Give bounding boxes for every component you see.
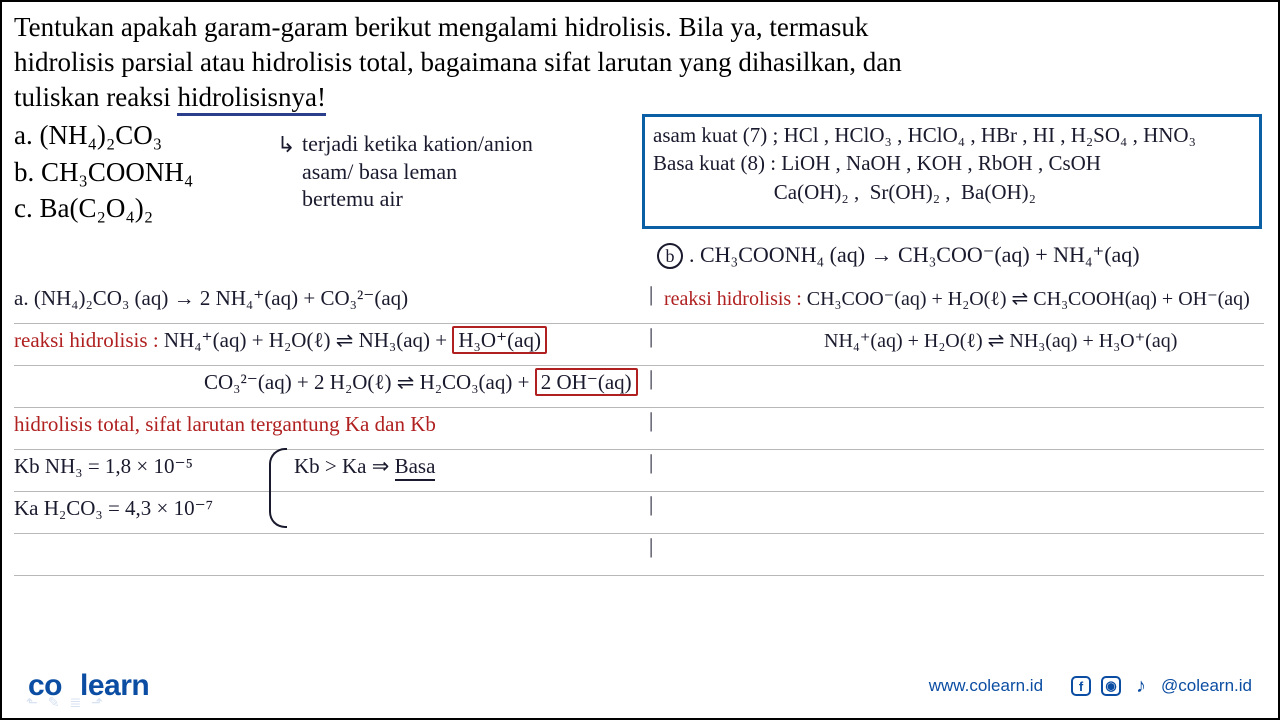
facebook-icon[interactable]: f: [1071, 676, 1091, 696]
divider-tick: |: [649, 366, 653, 391]
left-rh-2: CO₃²⁻(aq) + 2 H₂O(ℓ) ⇌ H₂CO₃(aq) + 2 OH⁻…: [204, 370, 638, 395]
left-rh2-a: CO₃²⁻(aq) + 2 H₂O(ℓ) ⇌ H₂CO₃(aq) +: [204, 370, 535, 394]
base-line: Basa kuat (8) : LiOH , NaOH , KOH , RbOH…: [653, 149, 1251, 177]
circle-b-icon: b: [657, 243, 683, 269]
left-ka: Ka H₂CO₃ = 4,3 × 10⁻⁷: [14, 496, 213, 521]
right-rh-1: reaksi hidrolisis : CH₃COO⁻(aq) + H₂O(ℓ)…: [664, 286, 1250, 311]
footer-mini-icons: ⬑ ✎ ≣ ⬏: [26, 695, 103, 712]
footer-social: f ◉ ♪ @colearn.id: [1071, 676, 1252, 696]
left-rh1-box: H₃O⁺(aq): [452, 326, 547, 354]
left-kb: Kb NH₃ = 1,8 × 10⁻⁵: [14, 454, 193, 479]
note-l2: asam/ basa leman: [302, 158, 533, 186]
question-line-3: tuliskan reaksi hidrolisisnya!: [14, 80, 1266, 115]
right-rh-2: NH₄⁺(aq) + H₂O(ℓ) ⇌ NH₃(aq) + H₃O⁺(aq): [824, 328, 1177, 353]
row-7: |: [14, 534, 1264, 576]
row-3: CO₃²⁻(aq) + 2 H₂O(ℓ) ⇌ H₂CO₃(aq) + 2 OH⁻…: [14, 366, 1264, 408]
question-line-1: Tentukan apakah garam-garam berikut meng…: [14, 10, 1266, 45]
left-rh-1: reaksi hidrolisis : NH₄⁺(aq) + H₂O(ℓ) ⇌ …: [14, 328, 547, 353]
work-area: a. (NH₄)₂CO₃ (aq) → 2 NH₄⁺(aq) + CO₃²⁻(a…: [14, 282, 1264, 618]
part-b-eq: . CH₃COONH₄ (aq) → CH₃COO⁻(aq) + NH₄⁺(aq…: [689, 242, 1140, 267]
arrow-icon: ↳: [277, 132, 295, 158]
footer: colearn www.colearn.id f ◉ ♪ @colearn.id: [2, 660, 1278, 718]
mini-icon: ≣: [69, 695, 81, 712]
note-l1: terjadi ketika kation/anion: [302, 130, 533, 158]
kbka-wrap: Kb > Ka ⇒ Basa: [294, 454, 435, 479]
divider-tick: |: [649, 282, 653, 307]
question-block: Tentukan apakah garam-garam berikut meng…: [14, 10, 1266, 115]
acid-line: asam kuat (7) ; HCl , HClO₃ , HClO₄ , HB…: [653, 121, 1251, 149]
footer-handle[interactable]: @colearn.id: [1161, 676, 1252, 696]
row-6: Ka H₂CO₃ = 4,3 × 10⁻⁷ |: [14, 492, 1264, 534]
left-a-header: a. (NH₄)₂CO₃ (aq) → 2 NH₄⁺(aq) + CO₃²⁻(a…: [14, 286, 408, 311]
row-2: reaksi hidrolisis : NH₄⁺(aq) + H₂O(ℓ) ⇌ …: [14, 324, 1264, 366]
left-total: hidrolisis total, sifat larutan tergantu…: [14, 412, 436, 437]
divider-tick: |: [649, 492, 653, 517]
left-rh-label: reaksi hidrolisis :: [14, 328, 164, 352]
row-1: a. (NH₄)₂CO₃ (aq) → 2 NH₄⁺(aq) + CO₃²⁻(a…: [14, 282, 1264, 324]
mini-icon: ⬑: [26, 695, 38, 712]
row-8: [14, 576, 1264, 618]
left-kbka: Kb > Ka ⇒: [294, 454, 395, 478]
question-line-2: hidrolisis parsial atau hidrolisis total…: [14, 45, 1266, 80]
part-b-header: b. CH₃COONH₄ (aq) → CH₃COO⁻(aq) + NH₄⁺(a…: [657, 242, 1140, 269]
left-basa: Basa: [395, 454, 436, 481]
mini-icon: ✎: [48, 695, 60, 712]
question-line-3a: tuliskan reaksi: [14, 82, 177, 112]
question-line-3b: hidrolisisnya!: [177, 82, 326, 116]
right-rh-label: reaksi hidrolisis :: [664, 288, 807, 310]
divider-tick: |: [649, 324, 653, 349]
left-rh2-box: 2 OH⁻(aq): [535, 368, 638, 396]
base-line-2: Ca(OH)₂ , Sr(OH)₂ , Ba(OH)₂: [653, 178, 1251, 206]
footer-url[interactable]: www.colearn.id: [929, 676, 1043, 696]
note-l3: bertemu air: [302, 185, 533, 213]
side-note: terjadi ketika kation/anion asam/ basa l…: [302, 130, 533, 213]
acid-base-box: asam kuat (7) ; HCl , HClO₃ , HClO₄ , HB…: [642, 114, 1262, 229]
row-5: Kb NH₃ = 1,8 × 10⁻⁵ Kb > Ka ⇒ Basa |: [14, 450, 1264, 492]
divider-tick: |: [649, 534, 653, 559]
right-rh-eq1: CH₃COO⁻(aq) + H₂O(ℓ) ⇌ CH₃COOH(aq) + OH⁻…: [807, 288, 1250, 310]
tiktok-icon[interactable]: ♪: [1131, 676, 1151, 696]
row-4: hidrolisis total, sifat larutan tergantu…: [14, 408, 1264, 450]
page: Tentukan apakah garam-garam berikut meng…: [0, 0, 1280, 720]
mini-icon: ⬏: [91, 695, 103, 712]
divider-tick: |: [649, 450, 653, 475]
left-rh1-a: NH₄⁺(aq) + H₂O(ℓ) ⇌ NH₃(aq) +: [164, 328, 452, 352]
divider-tick: |: [649, 408, 653, 433]
instagram-icon[interactable]: ◉: [1101, 676, 1121, 696]
